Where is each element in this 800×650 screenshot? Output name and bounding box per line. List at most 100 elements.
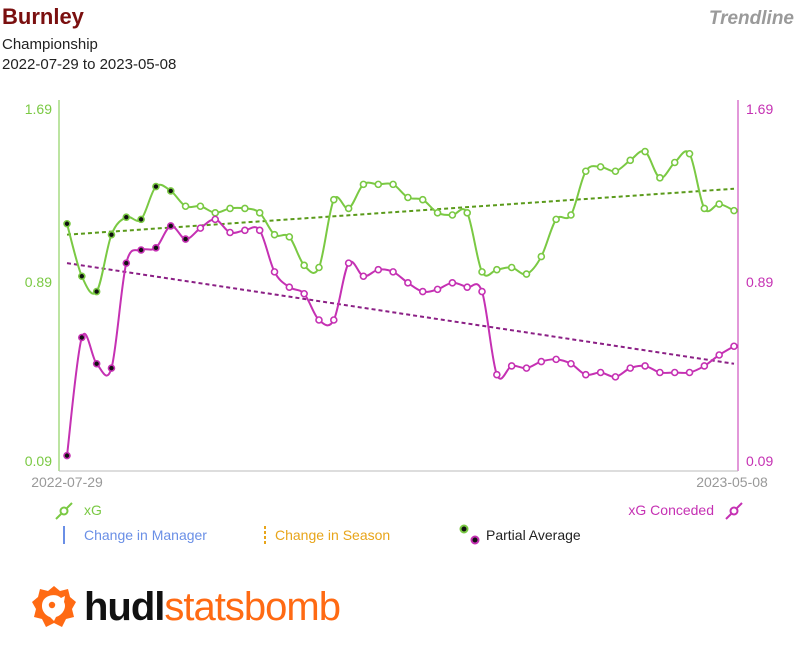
xg-conceded-point[interactable] — [537, 357, 546, 366]
xg-conceded-point[interactable] — [730, 342, 738, 351]
xg-conceded-point[interactable] — [226, 228, 234, 237]
xg-point[interactable] — [152, 182, 160, 191]
legend-change-season[interactable]: Change in Season — [264, 526, 390, 544]
xg-point[interactable] — [315, 263, 323, 272]
xg-point[interactable] — [359, 180, 368, 189]
xg-conceded-point[interactable] — [685, 368, 694, 377]
xg-conceded-point[interactable] — [433, 285, 442, 294]
xg-point[interactable] — [404, 193, 412, 202]
xg-point[interactable] — [478, 268, 486, 276]
legend-partial-average[interactable]: Partial Average — [459, 524, 581, 545]
legend-change-manager[interactable]: Change in Manager — [63, 526, 207, 544]
xg-point[interactable] — [418, 195, 427, 204]
xg-point[interactable] — [567, 211, 575, 219]
xg-conceded-point[interactable] — [389, 268, 397, 276]
xg-point[interactable] — [670, 158, 679, 167]
xg-point[interactable] — [641, 147, 649, 156]
xg-conceded-point[interactable] — [285, 283, 294, 291]
xg-conceded-point[interactable] — [522, 364, 531, 372]
xg-conceded-point[interactable] — [122, 259, 131, 267]
xg-conceded-point[interactable] — [656, 368, 664, 377]
xg-conceded-point[interactable] — [166, 222, 175, 230]
xg-conceded-point[interactable] — [493, 370, 501, 379]
xg-conceded-point[interactable] — [211, 215, 220, 224]
xg-point[interactable] — [329, 195, 338, 204]
xg-point[interactable] — [226, 204, 234, 213]
xg-point[interactable] — [552, 215, 560, 224]
xg-conceded-point[interactable] — [626, 364, 635, 372]
xg-point[interactable] — [344, 204, 353, 213]
xg-conceded-point[interactable] — [418, 287, 427, 296]
xg-conceded-point[interactable] — [63, 451, 71, 460]
xg-point[interactable] — [700, 204, 709, 213]
xg-conceded-point[interactable] — [344, 259, 353, 267]
xg-point[interactable] — [656, 174, 664, 182]
xg-point[interactable] — [626, 156, 635, 165]
xg-conceded-point[interactable] — [137, 246, 145, 254]
xg-point[interactable] — [730, 206, 738, 215]
xg-conceded-point[interactable] — [581, 370, 590, 379]
xg-point[interactable] — [270, 230, 279, 239]
xg-conceded-point[interactable] — [255, 226, 264, 235]
xg-point[interactable] — [493, 265, 501, 274]
xg-point[interactable] — [255, 209, 264, 217]
xg-legend-marker — [59, 506, 69, 516]
xg-point[interactable] — [181, 202, 190, 211]
xg-conceded-point[interactable] — [404, 279, 412, 287]
xg-conceded-point[interactable] — [374, 265, 383, 274]
xg-conceded-point[interactable] — [478, 287, 486, 296]
xg-point[interactable] — [211, 209, 220, 217]
xg-conceded-point[interactable] — [700, 362, 709, 370]
legend-xg[interactable]: xG — [55, 502, 102, 520]
xg-conceded-point[interactable] — [552, 355, 560, 364]
xg-point[interactable] — [374, 180, 383, 189]
xg-conceded-point[interactable] — [329, 316, 338, 324]
xg-point[interactable] — [122, 213, 131, 221]
xg-conceded-point[interactable] — [596, 368, 605, 377]
xg-conceded-point[interactable] — [611, 373, 620, 381]
xg-point[interactable] — [241, 204, 249, 213]
xg-point[interactable] — [463, 209, 472, 217]
xg-point[interactable] — [92, 287, 101, 296]
xg-conceded-point[interactable] — [315, 316, 323, 324]
xg-conceded-point[interactable] — [359, 272, 368, 281]
legend-xg-conceded[interactable]: xG Conceded — [628, 502, 743, 520]
xg-conceded-point[interactable] — [270, 268, 279, 276]
xg-point[interactable] — [522, 270, 531, 278]
xg-conceded-point[interactable] — [181, 235, 190, 243]
xg-point[interactable] — [685, 149, 694, 158]
xg-conceded-point[interactable] — [641, 362, 649, 370]
xg-point[interactable] — [715, 200, 723, 208]
xg-conceded-point[interactable] — [670, 368, 679, 377]
xg-conceded-point[interactable] — [241, 226, 249, 235]
xg-point[interactable] — [300, 261, 308, 270]
xg-point[interactable] — [537, 252, 546, 261]
xg-conceded-point[interactable] — [567, 359, 575, 368]
xg-conceded-point[interactable] — [507, 362, 516, 370]
xg-conceded-point[interactable] — [463, 283, 472, 291]
xg-point[interactable] — [596, 163, 605, 171]
xg-conceded-point[interactable] — [715, 351, 723, 359]
xg-conceded-point[interactable] — [152, 244, 160, 252]
xg-conceded-point[interactable] — [92, 359, 101, 368]
xg-conceded-point[interactable] — [196, 224, 205, 232]
xg-point[interactable] — [107, 230, 116, 239]
xg-point[interactable] — [285, 233, 294, 241]
xg-point[interactable] — [611, 167, 620, 176]
xg-point[interactable] — [137, 215, 145, 224]
xg-point[interactable] — [166, 187, 175, 195]
xg-point[interactable] — [63, 219, 71, 228]
competition-label: Championship — [2, 36, 98, 53]
xg-point[interactable] — [196, 202, 205, 211]
xg-point[interactable] — [78, 272, 86, 281]
xg-trend-chart: 1.69 0.89 0.09 1.69 0.89 0.09 2022-07-29… — [25, 100, 773, 545]
xg-point[interactable] — [389, 180, 397, 189]
xg-point[interactable] — [448, 211, 457, 219]
xg-point[interactable] — [433, 209, 442, 217]
xg-conceded-point[interactable] — [448, 279, 457, 287]
xg-conceded-point[interactable] — [300, 289, 308, 298]
xg-point[interactable] — [507, 263, 516, 272]
xg-point[interactable] — [581, 167, 590, 176]
xg-conceded-point[interactable] — [78, 333, 86, 342]
xg-conceded-point[interactable] — [107, 364, 116, 372]
